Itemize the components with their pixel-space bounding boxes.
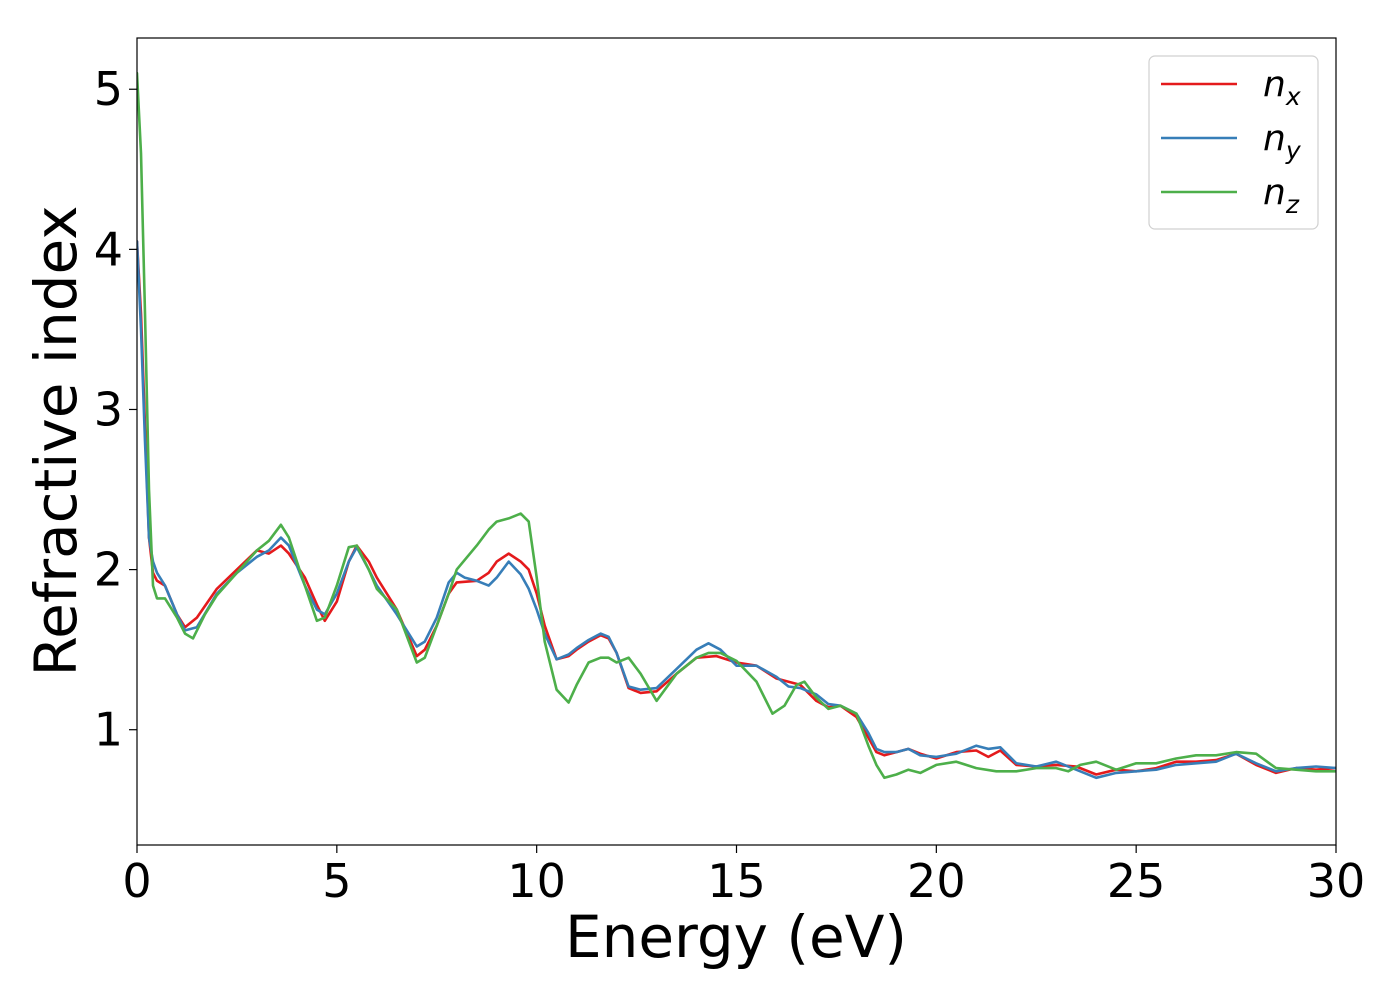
legend-label-subscript: z bbox=[1285, 190, 1300, 219]
y-tick-label: 5 bbox=[94, 62, 123, 116]
x-tick-label: 10 bbox=[507, 854, 566, 908]
legend-label-base: n bbox=[1263, 172, 1286, 213]
x-axis-label: Energy (eV) bbox=[565, 903, 907, 971]
x-tick-label: 25 bbox=[1107, 854, 1166, 908]
y-tick-label: 1 bbox=[94, 703, 123, 757]
legend-label-x: nx bbox=[1263, 64, 1301, 111]
legend-label-base: n bbox=[1263, 118, 1286, 159]
x-tick-label: 30 bbox=[1307, 854, 1366, 908]
legend-label-subscript: y bbox=[1285, 136, 1302, 165]
legend-box bbox=[1148, 55, 1319, 230]
x-tick-label: 20 bbox=[907, 854, 966, 908]
y-tick-label: 4 bbox=[94, 222, 123, 276]
series-line-z bbox=[137, 71, 1336, 780]
x-tick-label: 5 bbox=[322, 854, 351, 908]
legend-label-base: n bbox=[1263, 64, 1286, 105]
series-line-y bbox=[137, 240, 1336, 780]
y-tick-label: 2 bbox=[94, 543, 123, 597]
x-axis-ticks: 0 5 10 15 20 25 30 bbox=[122, 845, 1365, 908]
y-tick-label: 3 bbox=[94, 382, 123, 436]
y-axis-label: Refractive index bbox=[22, 205, 90, 676]
y-axis-ticks: 1 2 3 4 5 bbox=[94, 62, 137, 757]
legend-label-subscript: x bbox=[1285, 82, 1301, 111]
legend-label-y: ny bbox=[1263, 118, 1302, 165]
series-lines bbox=[137, 71, 1336, 780]
x-tick-label: 15 bbox=[707, 854, 766, 908]
x-tick-label: 0 bbox=[122, 854, 151, 908]
legend-label-z: nz bbox=[1263, 172, 1300, 219]
